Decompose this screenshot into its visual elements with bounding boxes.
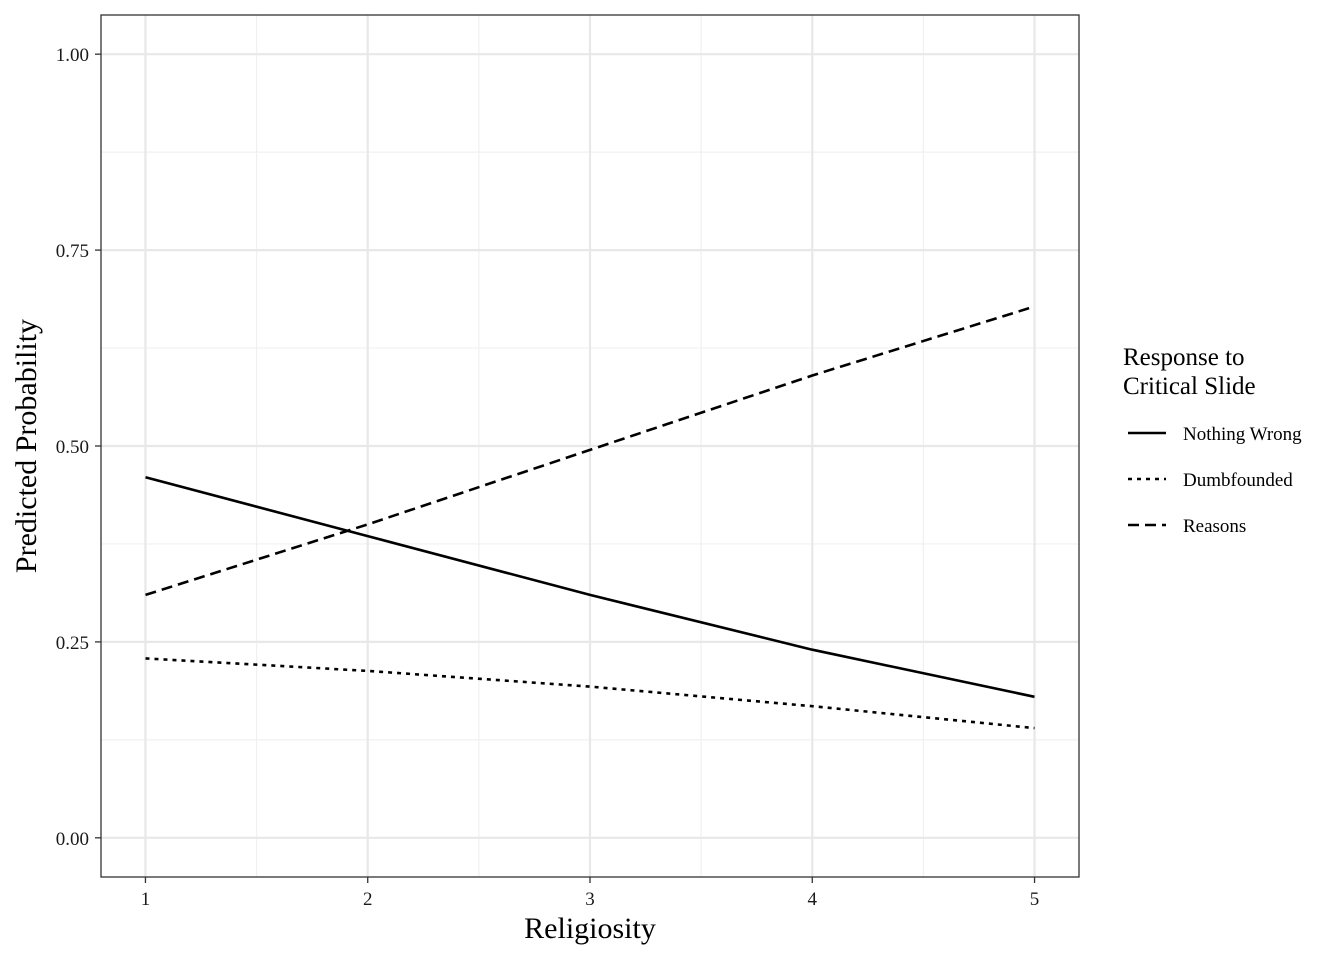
y-axis-title: Predicted Probability: [10, 319, 43, 573]
x-tick-label: 1: [141, 889, 151, 910]
legend-title-line-1: Response to: [1123, 344, 1245, 371]
legend-items: Nothing Wrong Dumbfounded Reasons: [1128, 424, 1302, 537]
grid: [101, 15, 1079, 877]
legend-label: Dumbfounded: [1183, 470, 1293, 491]
legend-label: Nothing Wrong: [1183, 424, 1302, 445]
series-lines: [145, 305, 1035, 730]
x-tick-label: 3: [585, 889, 595, 910]
y-tick-label: 0.75: [56, 241, 89, 262]
y-tick-label: 0.00: [56, 829, 89, 850]
legend: Response to Critical Slide Nothing Wrong…: [1123, 344, 1302, 537]
legend-title-line-2: Critical Slide: [1123, 373, 1256, 400]
series-line-reasons: [145, 305, 1035, 597]
y-tick-label: 0.50: [56, 437, 89, 458]
x-tick-label: 5: [1030, 889, 1040, 910]
x-tick-label: 2: [363, 889, 373, 910]
axes: 1 2 3 4 5 0.00 0.25 0.50 0.75 1.00: [56, 45, 1040, 910]
y-tick-label: 0.25: [56, 633, 89, 654]
y-tick-label: 1.00: [56, 45, 89, 66]
x-axis-title: Religiosity: [524, 912, 656, 945]
x-tick-label: 4: [808, 889, 818, 910]
legend-label: Reasons: [1183, 516, 1246, 537]
series-line-nothing-wrong: [145, 476, 1035, 699]
